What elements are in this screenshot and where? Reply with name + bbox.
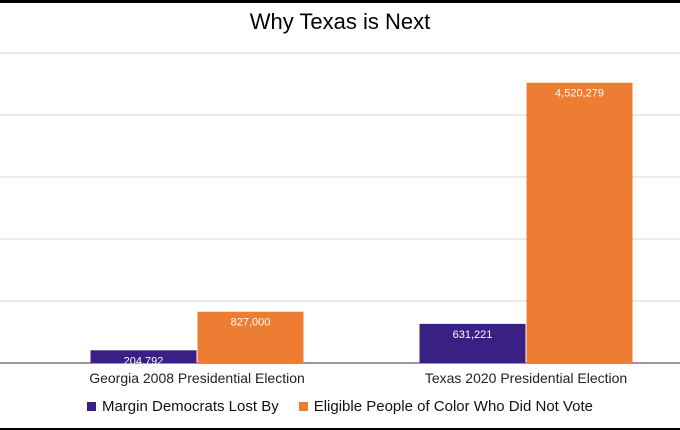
legend-label-margin: Margin Democrats Lost By bbox=[101, 398, 279, 415]
data-label: 631,221 bbox=[453, 329, 493, 341]
legend-item-margin: Margin Democrats Lost By bbox=[86, 398, 279, 415]
x-tick-label: Texas 2020 Presidential Election bbox=[425, 370, 627, 386]
bar-margin-0 bbox=[90, 350, 197, 363]
legend-swatch-margin bbox=[86, 402, 96, 411]
bar-nonvoters-1 bbox=[526, 82, 633, 363]
chart-legend: Margin Democrats Lost By Eligible People… bbox=[0, 398, 680, 415]
data-label: 204,792 bbox=[124, 355, 164, 367]
data-label: 827,000 bbox=[231, 317, 271, 329]
legend-item-nonvoters: Eligible People of Color Who Did Not Vot… bbox=[298, 398, 594, 415]
x-tick-label: Georgia 2008 Presidential Election bbox=[89, 370, 305, 386]
legend-swatch-nonvoters bbox=[298, 402, 308, 411]
chart-title: Why Texas is Next bbox=[249, 9, 431, 34]
bar-margin-1 bbox=[419, 323, 526, 363]
legend-label-nonvoters: Eligible People of Color Who Did Not Vot… bbox=[313, 398, 594, 415]
data-label: 4,520,279 bbox=[555, 88, 604, 100]
bar-nonvoters-0 bbox=[197, 311, 304, 363]
